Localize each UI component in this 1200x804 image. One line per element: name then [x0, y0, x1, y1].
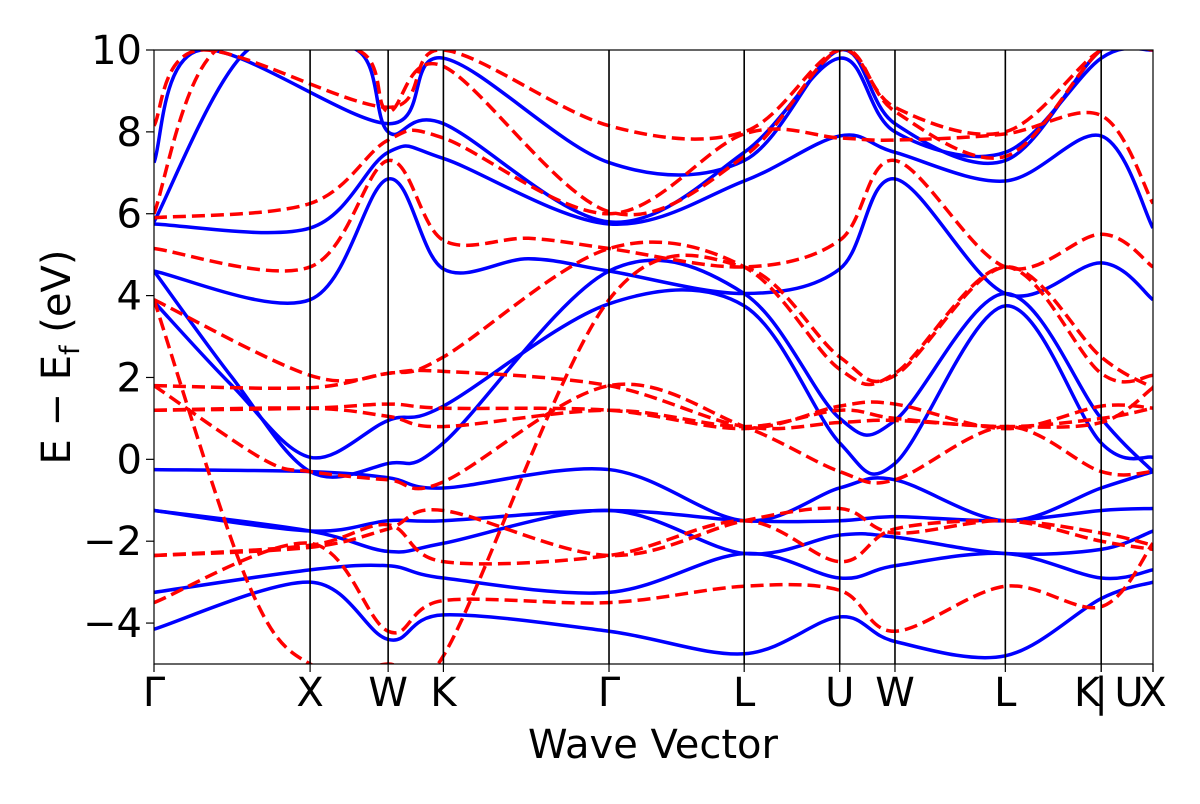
y-axis-ticks: −4 −2 0 2 4 6 8 10 — [83, 28, 154, 647]
y-tick-label: 0 — [117, 437, 142, 483]
y-tick-label: 4 — [117, 274, 142, 320]
x-tick-label: Γ — [143, 670, 166, 716]
x-tick-label: W — [368, 670, 408, 716]
x-axis-label: Wave Vector — [528, 722, 779, 768]
x-tick-label: K — [430, 670, 458, 716]
y-tick-label: −2 — [83, 519, 142, 565]
y-axis-label: E − Ef (eV) — [34, 250, 86, 465]
y-tick-label: −4 — [83, 601, 142, 647]
dashed-band-11 — [154, 541, 1153, 635]
y-tick-label: 8 — [117, 110, 142, 156]
x-tick-label: X — [1139, 670, 1166, 716]
solid-band-8 — [154, 133, 1153, 235]
y-axis-label-subscript: f — [55, 344, 86, 355]
x-tick-label: K — [1074, 670, 1102, 716]
x-tick-label: U — [1114, 670, 1143, 716]
y-axis-label-main: E − E — [34, 355, 80, 465]
x-tick-label: L — [994, 670, 1017, 716]
dashed-band-15 — [154, 400, 1153, 431]
series-layer — [154, 50, 1153, 664]
y-tick-label: 2 — [117, 355, 142, 401]
plot-frame — [153, 49, 1154, 665]
high-symmetry-lines — [309, 50, 1102, 664]
x-tick-label: W — [875, 670, 915, 716]
y-tick-label: 6 — [117, 192, 142, 238]
x-axis-ticks: Γ X W K Γ L U W L K| UX — [143, 664, 1167, 716]
x-tick-label: | — [1094, 670, 1107, 716]
y-axis-label-unit: (eV) — [34, 250, 80, 346]
solid-band-9 — [154, 50, 1153, 224]
x-tick-label: X — [296, 670, 323, 716]
x-tick-label: Γ — [598, 670, 621, 716]
solid-band-0 — [154, 580, 1153, 660]
dashed-band-21 — [154, 110, 1153, 220]
x-tick-label: U — [825, 670, 854, 716]
x-tick-label: L — [733, 670, 756, 716]
y-tick-label: 10 — [91, 28, 142, 74]
solid-band-10 — [154, 50, 1153, 177]
